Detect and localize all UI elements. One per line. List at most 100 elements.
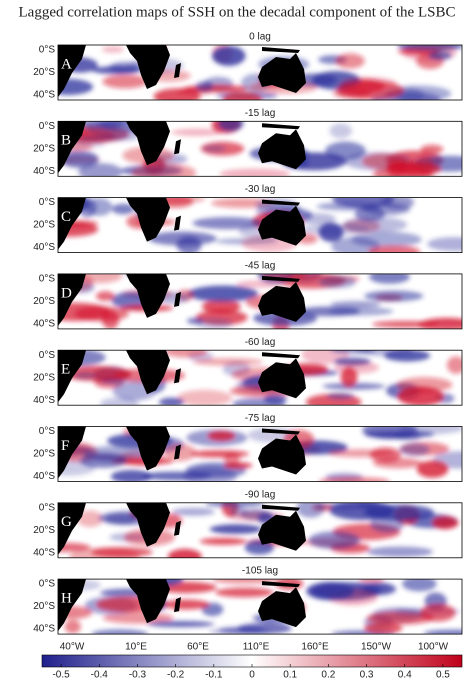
- anomaly: [187, 285, 259, 302]
- x-tick-label: 100°W: [418, 642, 449, 653]
- y-tick-label: 20°S: [33, 372, 55, 383]
- anomaly: [306, 581, 354, 601]
- panel-letter: F: [61, 438, 69, 454]
- anomaly: [367, 546, 433, 558]
- map-frame: [57, 120, 463, 177]
- anomaly: [190, 450, 249, 458]
- anomaly: [427, 237, 462, 252]
- anomaly: [183, 84, 249, 93]
- anomaly: [402, 579, 437, 592]
- anomaly: [167, 548, 202, 558]
- anomaly: [327, 449, 395, 458]
- map-panel: [57, 502, 463, 559]
- africa: [126, 273, 170, 318]
- y-tick-label: 0°S: [39, 579, 56, 590]
- australia: [258, 434, 306, 475]
- africa: [126, 579, 170, 624]
- australia: [258, 129, 306, 170]
- anomaly: [446, 356, 462, 374]
- map-field: [58, 121, 462, 177]
- y-tick-label: 20°S: [33, 67, 55, 78]
- anomaly: [101, 45, 124, 54]
- madagascar: [174, 597, 181, 613]
- colorbar-tick-label: 0: [249, 670, 255, 680]
- anomaly: [59, 150, 99, 168]
- anomaly: [416, 460, 449, 478]
- south-america: [58, 426, 86, 479]
- anomaly: [316, 202, 383, 211]
- anomaly: [217, 121, 244, 132]
- madagascar: [174, 139, 181, 155]
- anomaly: [176, 389, 233, 406]
- anomaly: [300, 213, 336, 225]
- map-field: [58, 502, 462, 558]
- panel-letter: D: [61, 285, 72, 301]
- y-tick-label: 20°S: [33, 296, 55, 307]
- anomaly: [207, 430, 235, 441]
- map-frame: [57, 197, 463, 254]
- anomaly: [318, 477, 391, 482]
- anomaly: [318, 275, 357, 289]
- anomaly: [215, 587, 274, 598]
- anomaly: [158, 397, 184, 406]
- anomaly: [74, 273, 123, 284]
- map-field: [58, 45, 462, 100]
- anomaly: [90, 547, 153, 558]
- anomaly: [364, 622, 403, 634]
- map-panel: [57, 578, 463, 635]
- map-field: [58, 350, 462, 406]
- africa: [126, 350, 170, 395]
- south-america: [58, 273, 86, 326]
- panel-letter: H: [61, 591, 72, 607]
- anomaly: [99, 397, 140, 406]
- anomaly: [397, 386, 444, 406]
- y-tick-label: 20°S: [33, 601, 55, 612]
- y-tick-label: 40°S: [33, 471, 55, 482]
- south-america: [58, 121, 86, 174]
- colorbar-tick-label: -0.2: [167, 670, 185, 680]
- colorbar-tick-label: 0.5: [436, 670, 450, 680]
- anomaly: [387, 162, 442, 176]
- y-tick-label: 20°S: [33, 449, 55, 460]
- colorbar-tick-label: -0.4: [91, 670, 109, 680]
- panel-label: -75 lag: [245, 413, 276, 424]
- madagascar: [174, 520, 181, 536]
- anomaly: [330, 300, 381, 308]
- map-panel: [57, 197, 463, 254]
- anomaly: [223, 453, 241, 465]
- anomaly: [195, 81, 214, 92]
- australia: [258, 281, 306, 322]
- australia: [258, 510, 306, 551]
- anomalies: [58, 197, 462, 253]
- y-tick-label: 0°S: [39, 426, 56, 437]
- anomaly: [201, 299, 241, 314]
- indonesia: [262, 428, 300, 435]
- map-panel: [57, 349, 463, 406]
- anomaly: [86, 198, 113, 216]
- x-tick-label: 160°E: [301, 642, 329, 653]
- anomaly: [223, 462, 253, 469]
- y-tick-label: 0°S: [39, 502, 56, 513]
- anomaly: [76, 510, 104, 527]
- anomaly: [329, 123, 353, 139]
- australia: [258, 53, 306, 93]
- madagascar: [174, 63, 181, 78]
- anomaly: [91, 629, 148, 635]
- anomaly: [393, 432, 422, 441]
- south-america: [58, 502, 86, 555]
- anomaly: [96, 291, 115, 302]
- map-frame: [57, 502, 463, 559]
- anomaly: [335, 53, 365, 69]
- map-frame: [57, 44, 463, 101]
- madagascar: [174, 368, 181, 384]
- colorbar-tick-label: 0.4: [398, 670, 412, 680]
- anomaly: [428, 51, 452, 60]
- anomaly: [399, 443, 430, 457]
- anomaly: [326, 392, 355, 400]
- panel-label: -15 lag: [245, 108, 276, 119]
- anomaly: [171, 128, 224, 137]
- map-frame: [57, 426, 463, 482]
- south-america: [58, 350, 86, 403]
- anomaly: [102, 74, 148, 89]
- colorbar-tick-label: -0.3: [129, 670, 147, 680]
